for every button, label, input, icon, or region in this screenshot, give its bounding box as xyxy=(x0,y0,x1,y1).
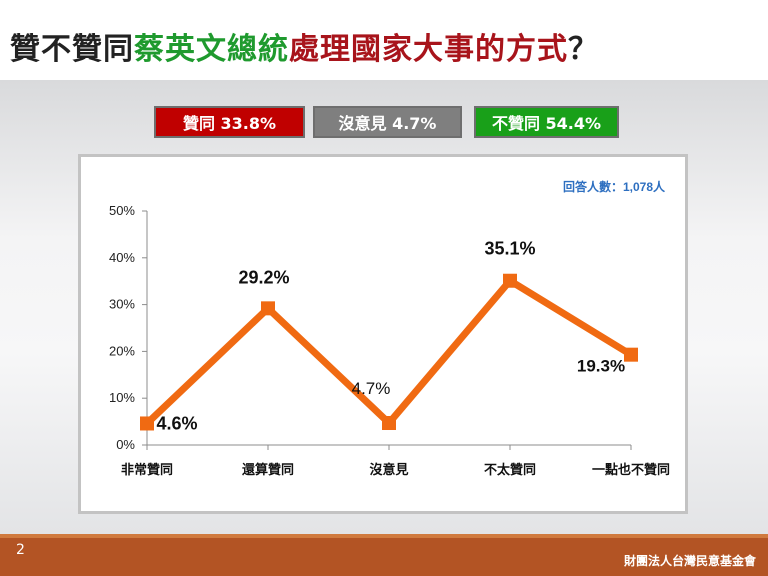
series-line xyxy=(144,276,633,429)
data-label: 35.1% xyxy=(484,239,535,259)
y-tick-label: 0% xyxy=(116,437,135,452)
footer-bar: 2 財團法人台灣民意基金會 xyxy=(0,534,768,576)
data-point-marker xyxy=(140,416,154,431)
summary-agree-box: 贊同 33.8% xyxy=(154,106,305,138)
data-label: 4.6% xyxy=(156,413,197,433)
page-number: 2 xyxy=(16,542,25,558)
data-label: 19.3% xyxy=(577,357,625,376)
data-label: 29.2% xyxy=(238,267,289,287)
summary-neutral-box: 沒意見 4.7% xyxy=(313,106,462,138)
y-tick-label: 50% xyxy=(109,203,135,218)
x-tick-label: 一點也不贊同 xyxy=(592,462,670,478)
title-bar: 贊不贊同蔡英文總統處理國家大事的方式？ xyxy=(0,0,768,80)
title-part-4: ？ xyxy=(568,32,599,67)
data-label: 4.7% xyxy=(352,379,391,398)
x-tick-label: 沒意見 xyxy=(369,462,408,478)
data-point-marker xyxy=(261,301,275,316)
title-part-2: 蔡英文總統 xyxy=(134,32,289,67)
x-tick-label: 還算贊同 xyxy=(242,462,294,478)
y-tick-label: 30% xyxy=(109,297,135,312)
y-tick-label: 10% xyxy=(109,390,135,405)
chart-axes: 0% 10% 20% 30% 40% 50% 非常贊同 還算贊同 沒意見 不太贊同 一點也不贊同 xyxy=(109,203,670,478)
page-title: 贊不贊同蔡英文總統處理國家大事的方式？ xyxy=(10,24,599,68)
title-part-1: 贊不贊同 xyxy=(10,32,134,67)
title-part-3: 處理國家大事的方式 xyxy=(289,32,568,67)
y-tick-label: 20% xyxy=(109,343,135,358)
chart-frame: 回答人數：1,078人 0% 10% 20% 30% 40% 50% 非常贊同 還算贊同 沒意見… xyxy=(78,154,688,514)
respondents-count: 回答人數：1,078人 xyxy=(563,179,666,194)
data-point-marker xyxy=(503,273,517,288)
data-point-marker xyxy=(624,347,638,362)
chart-series: 4.6% 29.2% 4.7% 35.1% 19.3% xyxy=(140,239,638,433)
x-tick-label: 非常贊同 xyxy=(121,462,173,478)
y-tick-label: 40% xyxy=(109,250,135,265)
summary-disagree-box: 不贊同 54.4% xyxy=(474,106,619,138)
organization-name: 財團法人台灣民意基金會 xyxy=(623,554,756,568)
line-chart: 回答人數：1,078人 0% 10% 20% 30% 40% 50% 非常贊同 還算贊同 沒意見… xyxy=(109,179,670,478)
data-point-marker xyxy=(382,416,396,431)
x-tick-label: 不太贊同 xyxy=(484,462,536,478)
